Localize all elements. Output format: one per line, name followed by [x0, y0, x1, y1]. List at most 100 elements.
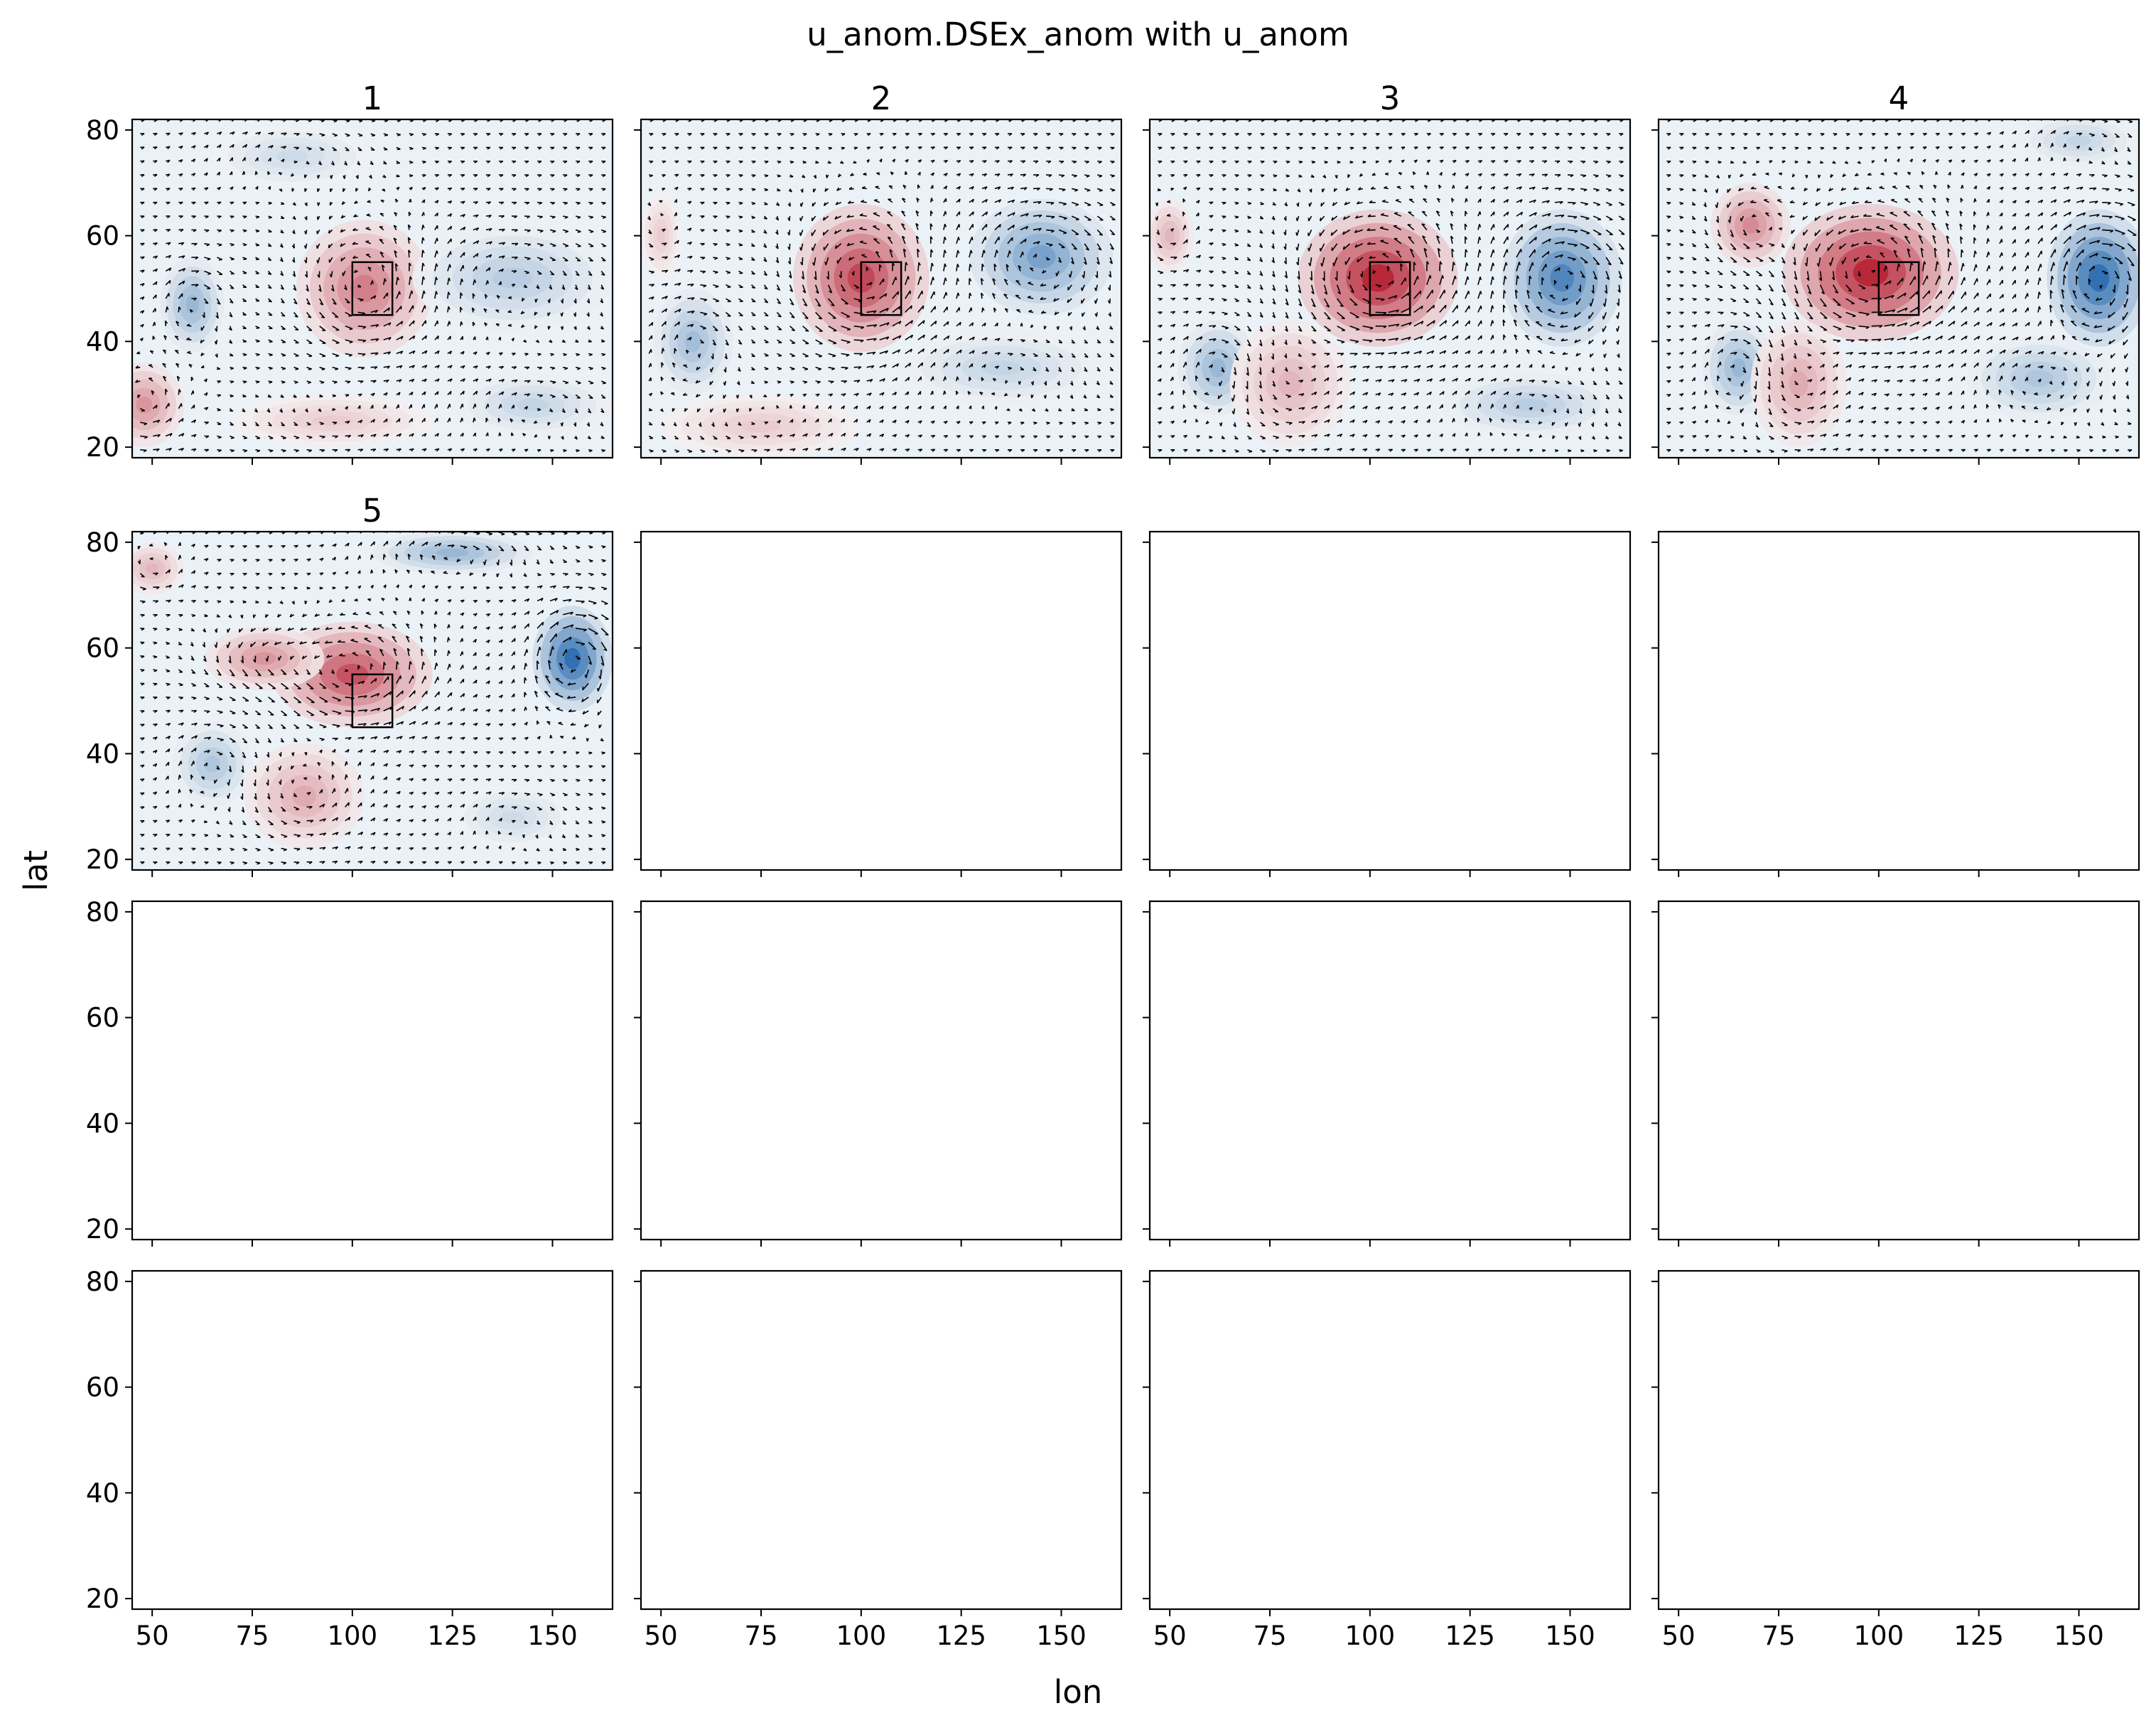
wind-vector-head [1171, 119, 1175, 122]
wind-vector [409, 320, 415, 327]
wind-vector-head [1210, 242, 1214, 246]
wind-vector-head [461, 448, 465, 452]
wind-vector [1259, 367, 1262, 375]
wind-vector-head [816, 381, 821, 384]
wind-vector-head [256, 340, 260, 343]
wind-vector-head [525, 119, 529, 122]
wind-vector-head [255, 171, 258, 175]
wind-vector-head [829, 147, 833, 150]
wind-vector-head [1394, 295, 1398, 299]
wind-vector-head [296, 133, 300, 136]
wind-vector-head [777, 394, 781, 397]
wind-vector [915, 236, 919, 244]
wind-vector-head [330, 163, 335, 166]
wind-vector-head [917, 248, 920, 252]
wind-vector [1337, 339, 1345, 343]
wind-vector-head [320, 119, 325, 123]
wind-vector-head [846, 214, 851, 218]
wind-vector-head [230, 450, 235, 453]
wind-vector-head [1021, 435, 1025, 439]
wind-vector-head [1099, 204, 1104, 206]
wind-vector [1310, 298, 1316, 307]
wind-vector-head [1059, 355, 1063, 358]
wind-vector-head [906, 420, 910, 424]
wind-vector-head [1231, 385, 1235, 389]
wind-vector-head [487, 119, 491, 122]
wind-vector-head [257, 450, 261, 453]
wind-vector-head [141, 146, 145, 150]
wind-vector-head [501, 391, 505, 395]
wind-vector [319, 339, 326, 344]
wind-vector-head [1271, 328, 1276, 332]
wind-vector-head [1158, 449, 1163, 452]
wind-vector-head [526, 366, 530, 370]
wind-vector-head [661, 362, 664, 366]
wind-vector-head [1248, 203, 1252, 205]
wind-vector [879, 278, 885, 286]
wind-vector-head [181, 433, 185, 437]
wind-vector-head [602, 161, 606, 163]
wind-vector-head [219, 131, 222, 135]
wind-vector-head [1084, 355, 1089, 358]
wind-vector [1421, 223, 1428, 230]
wind-vector [828, 298, 835, 306]
wind-vector-head [713, 174, 718, 178]
wind-vector-head [932, 405, 934, 409]
wind-vector-head [1008, 421, 1012, 425]
wind-vector-head [760, 406, 765, 409]
wind-vector-head [1337, 291, 1341, 295]
wind-vector [1071, 202, 1079, 205]
wind-vector-head [1354, 244, 1358, 248]
wind-vector-head [303, 245, 307, 249]
wind-vector [841, 298, 848, 305]
wind-vector-head [664, 256, 668, 259]
wind-vector-head [984, 351, 988, 355]
wind-vector [1413, 335, 1423, 340]
wind-vector-head [1034, 146, 1038, 150]
wind-vector-head [1245, 386, 1249, 389]
wind-vector-head [1377, 420, 1381, 424]
wind-vector-head [409, 276, 413, 280]
wind-vector-head [711, 355, 714, 360]
wind-vector-head [777, 161, 782, 164]
wind-vector-head [775, 203, 780, 207]
wind-vector-head [153, 322, 156, 326]
wind-vector [216, 298, 221, 305]
wind-vector [802, 257, 804, 265]
wind-vector-head [993, 263, 997, 267]
wind-vector [994, 224, 1001, 231]
wind-vector-head [1259, 273, 1263, 276]
wind-vector-head [1193, 389, 1197, 393]
wind-vector-head [1416, 405, 1419, 409]
wind-vector-head [1111, 175, 1115, 178]
wind-vector-head [512, 161, 517, 163]
wind-vector-head [183, 280, 185, 284]
wind-vector-head [893, 448, 898, 452]
wind-vector-head [1018, 409, 1023, 412]
wind-vector-head [843, 393, 846, 397]
wind-vector-head [560, 422, 563, 426]
wind-vector-head [1012, 212, 1015, 216]
wind-vector-head [589, 119, 593, 122]
wind-vector-head [501, 269, 505, 272]
wind-vector-head [539, 380, 544, 384]
wind-vector [1342, 229, 1351, 235]
wind-vector-head [1212, 351, 1216, 355]
wind-vector-head [143, 449, 147, 453]
wind-vector-head [650, 450, 654, 453]
wind-vector [905, 334, 913, 340]
wind-vector [1309, 257, 1313, 267]
wind-vector-head [659, 409, 664, 412]
wind-vector-head [839, 274, 842, 279]
wind-vector-head [600, 300, 603, 303]
wind-vector [1285, 257, 1287, 264]
wind-vector-head [933, 291, 935, 295]
wind-vector [674, 296, 681, 299]
wind-vector-head [267, 259, 271, 262]
wind-vector-head [409, 262, 412, 267]
wind-vector-head [449, 433, 452, 437]
wind-vector-head [370, 163, 374, 166]
wind-vector-head [141, 188, 145, 191]
wind-vector-head [501, 215, 505, 218]
wind-vector-head [1200, 336, 1203, 340]
